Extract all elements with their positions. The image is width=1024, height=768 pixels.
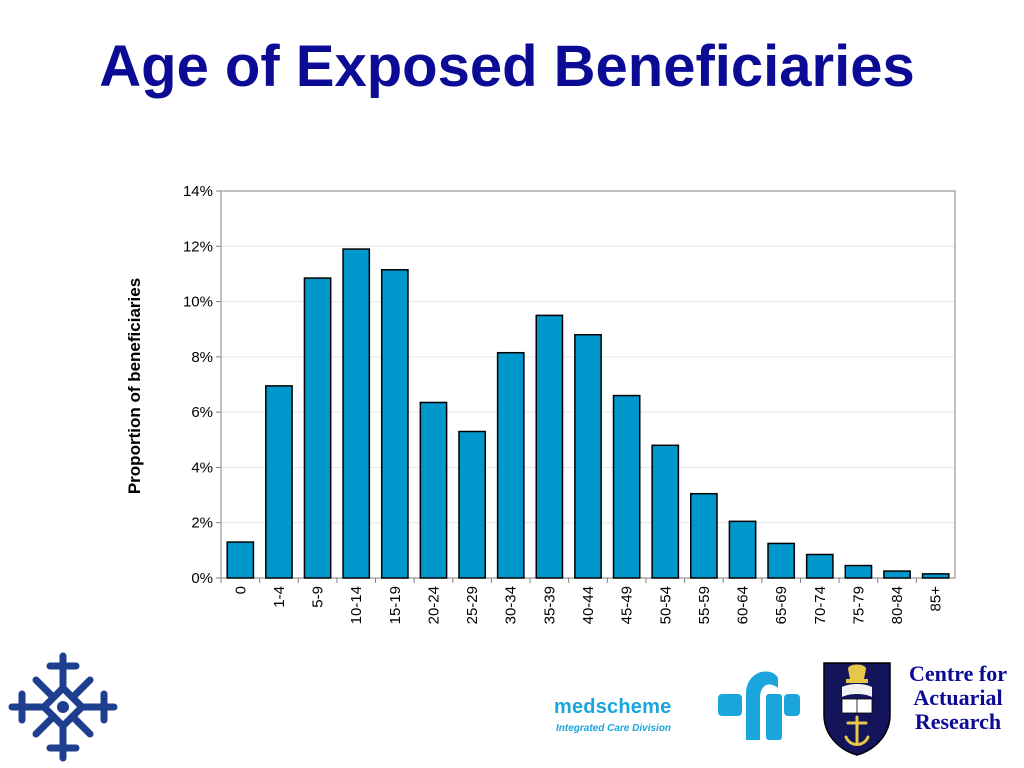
y-tick-label: 0% xyxy=(191,570,213,587)
x-tick-label: 1-4 xyxy=(271,586,288,608)
interlocking-cross-logo-icon xyxy=(8,652,118,762)
y-axis-label: Proportion of beneficiaries xyxy=(125,278,144,494)
bars xyxy=(226,248,950,579)
y-tick-label: 2% xyxy=(191,515,213,532)
x-tick-label: 45-49 xyxy=(619,586,636,624)
slide-title: Age of Exposed Beneficiaries xyxy=(99,34,915,99)
bar-10-14 xyxy=(342,248,371,579)
bar-80-84 xyxy=(883,570,911,579)
bar-85+ xyxy=(921,573,950,579)
bar-75-79 xyxy=(844,564,873,579)
x-tick-label: 70-74 xyxy=(812,586,829,624)
medscheme-mark-icon xyxy=(718,671,800,740)
x-tick-label: 5-9 xyxy=(310,586,327,608)
x-tick-label: 65-69 xyxy=(773,586,790,624)
bar-60-64 xyxy=(728,520,757,579)
bar-65-69 xyxy=(767,542,796,579)
y-tick-label: 14% xyxy=(183,183,213,200)
bar-30-34 xyxy=(496,351,525,579)
bar-15-19 xyxy=(380,269,409,579)
y-tick-label: 12% xyxy=(183,238,213,255)
x-tick-label: 0 xyxy=(232,586,249,594)
y-tick-label: 6% xyxy=(191,404,213,421)
x-tick-label: 25-29 xyxy=(464,586,481,624)
bar-25-29 xyxy=(458,430,486,579)
x-tick-label: 40-44 xyxy=(580,586,597,624)
x-tick-label: 60-64 xyxy=(735,586,752,624)
y-tick-label: 4% xyxy=(191,459,213,476)
car-line-1: Centre for xyxy=(909,661,1007,686)
bar-50-54 xyxy=(651,444,680,579)
x-axis-ticks: 0 1-4 5-9 10-14 15-19 20-24 25-29 30-34 35-39 40-… xyxy=(220,578,945,624)
x-tick-label: 75-79 xyxy=(850,586,867,624)
bar-20-24 xyxy=(419,401,448,579)
x-tick-label: 15-19 xyxy=(387,586,404,624)
y-tick-label: 10% xyxy=(183,294,213,311)
car-line-2: Actuarial xyxy=(913,685,1003,710)
car-name: Centre for Actuarial Research xyxy=(898,662,1018,734)
medscheme-wordmark: medscheme xyxy=(554,696,672,718)
university-crest-icon xyxy=(823,662,891,756)
x-tick-label: 10-14 xyxy=(348,586,365,624)
y-axis-ticks: 0% 2% 4% 6% 8% 10% 12% 14% xyxy=(183,183,221,587)
medscheme-tagline: Integrated Care Division xyxy=(556,723,672,734)
x-tick-label: 35-39 xyxy=(541,586,558,624)
bar-35-39 xyxy=(535,314,564,579)
x-tick-label: 80-84 xyxy=(889,586,906,624)
bar-chart: 0% 2% 4% 6% 8% 10% 12% 14% 0 1-4 5-9 10-14 15-19 20-… xyxy=(125,183,956,624)
x-tick-label: 30-34 xyxy=(503,586,520,624)
x-tick-label: 20-24 xyxy=(425,586,442,624)
x-tick-label: 50-54 xyxy=(657,586,674,624)
bar-0 xyxy=(226,541,255,579)
x-tick-label: 55-59 xyxy=(696,586,713,624)
bar-1-4 xyxy=(265,385,293,579)
bar-55-59 xyxy=(690,492,718,579)
bar-40-44 xyxy=(574,333,602,579)
x-tick-label: 85+ xyxy=(928,586,945,612)
y-tick-label: 8% xyxy=(191,349,213,366)
bar-70-74 xyxy=(805,553,834,579)
car-line-3: Research xyxy=(914,709,1002,734)
bar-5-9 xyxy=(303,277,332,579)
bar-45-49 xyxy=(612,394,641,579)
